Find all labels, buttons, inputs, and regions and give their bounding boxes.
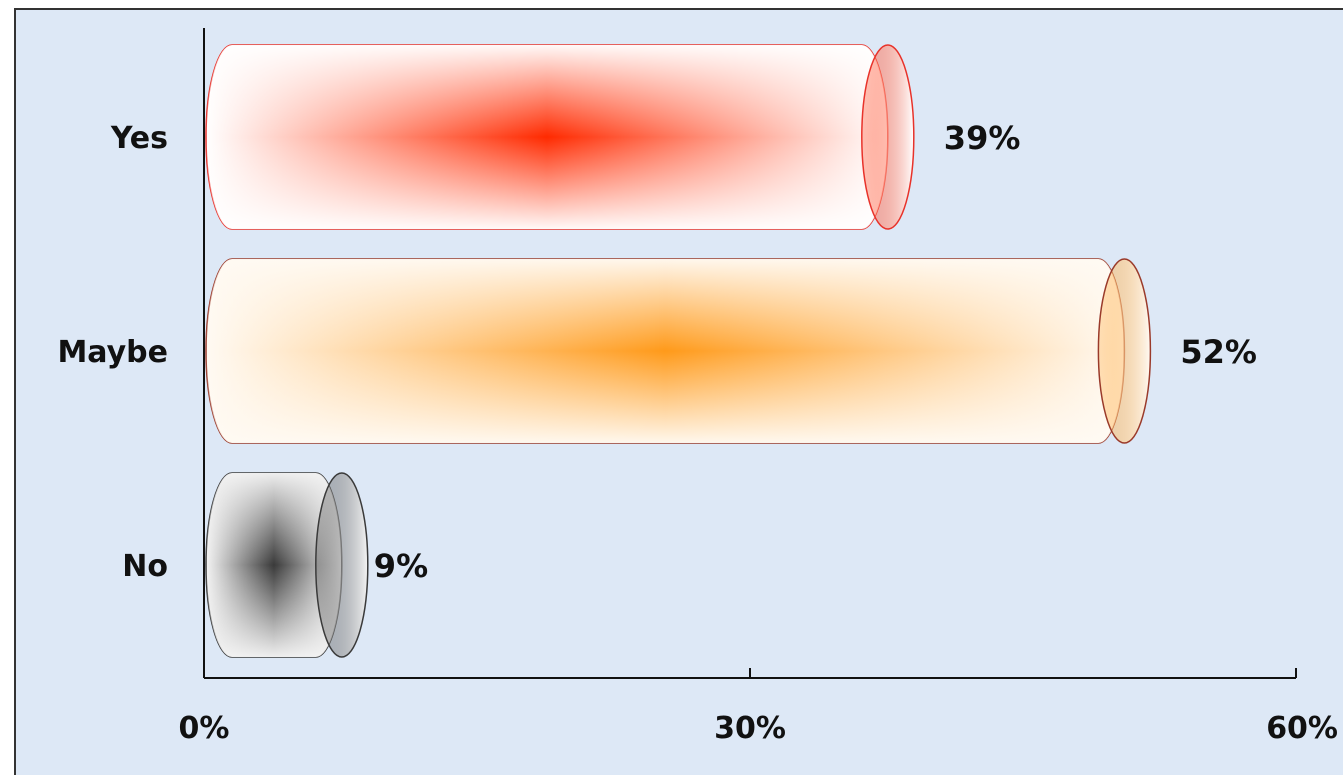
bar-cap-yes: [861, 44, 915, 230]
bar-shade-no: [206, 473, 342, 657]
bar-no: [205, 472, 369, 658]
bar-maybe: [205, 258, 1152, 444]
x-axis-ticks: 0% 30% 60%: [179, 668, 1338, 746]
x-tick-label-60: 60%: [1266, 711, 1338, 746]
category-label-maybe: Maybe: [57, 335, 168, 370]
bar-cap-maybe: [1097, 258, 1152, 444]
category-label-yes: Yes: [110, 121, 168, 156]
data-label-no: 9%: [374, 547, 428, 585]
bar-shade-maybe: [206, 259, 1125, 443]
bar-yes: [205, 44, 915, 230]
data-label-yes: 39%: [944, 119, 1021, 157]
bar-shade-yes: [206, 45, 888, 229]
data-label-maybe: 52%: [1180, 333, 1257, 371]
category-label-no: No: [122, 549, 168, 584]
labels: Yes 39% Maybe 52% No 9%: [57, 119, 1257, 585]
bars: [205, 44, 1152, 658]
bar-cap-no: [315, 472, 369, 658]
x-tick-label-0: 0%: [179, 711, 230, 746]
x-tick-label-30: 30%: [714, 711, 786, 746]
